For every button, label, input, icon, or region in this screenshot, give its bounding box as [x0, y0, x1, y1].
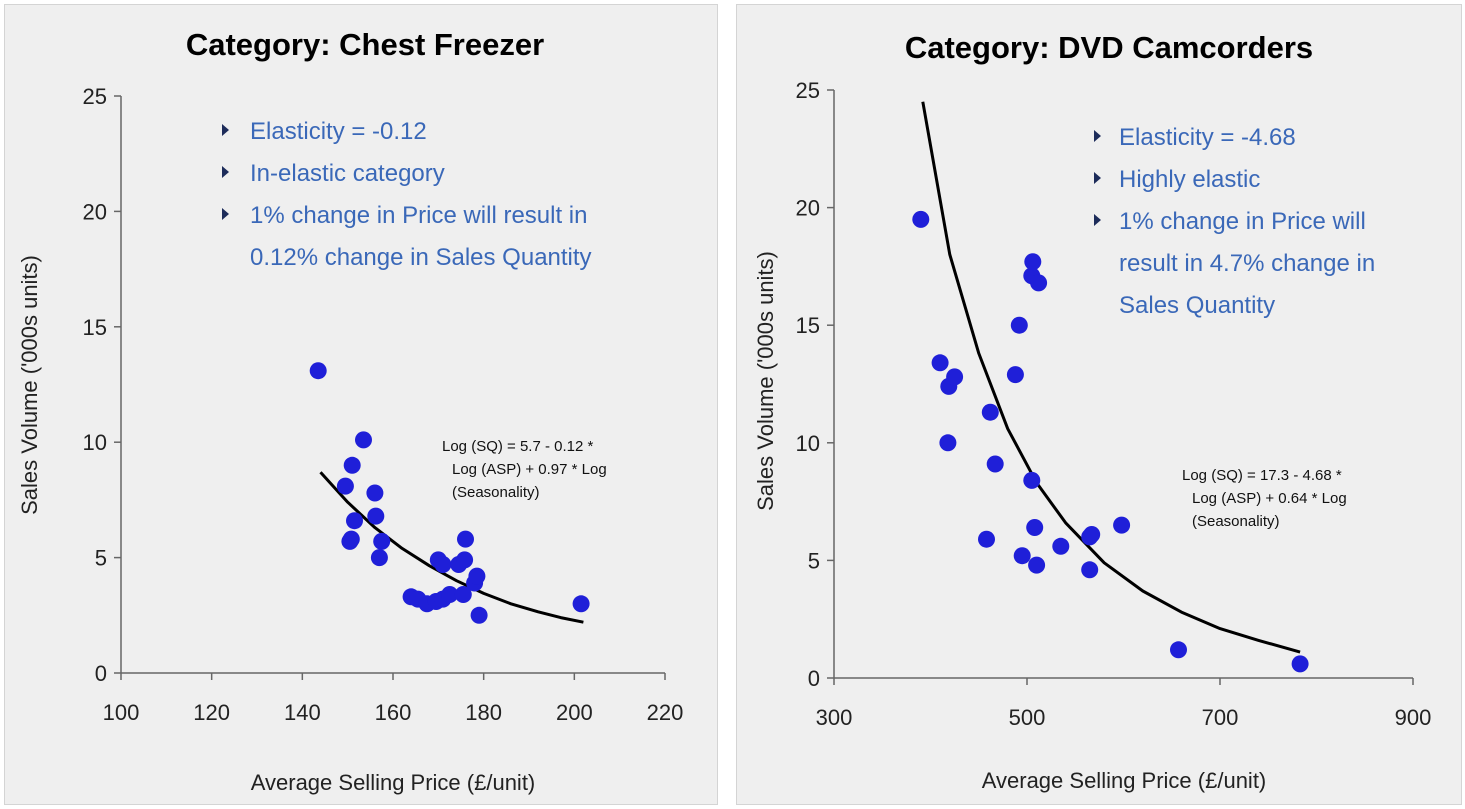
- dvd-camcorders-data-point: [1170, 641, 1187, 659]
- dvd-camcorders-bullet-text: result in 4.7% change in: [1119, 250, 1375, 277]
- chest-freezer-y-tick-label: 20: [83, 199, 107, 224]
- dvd-camcorders-data-point: [1030, 274, 1048, 292]
- chest-freezer-x-tick-label: 180: [465, 700, 502, 725]
- chest-freezer-y-tick-label: 15: [83, 315, 107, 340]
- dvd-camcorders-x-tick-label: 500: [1009, 705, 1046, 730]
- chest-freezer-data-point: [366, 484, 384, 502]
- chest-freezer-x-tick-label: 220: [647, 700, 684, 725]
- dvd-camcorders-data-point: [978, 530, 995, 548]
- dvd-camcorders-data-point: [1028, 556, 1046, 574]
- dvd-camcorders-equation-line: Log (SQ) = 17.3 - 4.68 *: [1182, 467, 1342, 484]
- dvd-camcorders-bullet-text: Elasticity = -4.68: [1119, 124, 1296, 151]
- dvd-camcorders-bullet-text: 1% change in Price will: [1119, 208, 1366, 235]
- chest-freezer-equation-line: (Seasonality): [452, 484, 540, 501]
- chest-freezer-title: Category: Chest Freezer: [186, 27, 544, 62]
- dvd-camcorders-equation-line: Log (ASP) + 0.64 * Log: [1192, 490, 1347, 507]
- chest-freezer-bullet-text: In-elastic category: [250, 160, 445, 187]
- dvd-camcorders-data-point: [946, 368, 964, 386]
- dvd-camcorders-title: Category: DVD Camcorders: [905, 30, 1313, 65]
- chest-freezer-x-tick-label: 100: [103, 700, 140, 725]
- dvd-camcorders-y-axis-title: Sales Volume ('000s units): [753, 251, 778, 511]
- chest-freezer-data-point: [470, 606, 488, 624]
- dvd-camcorders-data-point: [986, 455, 1004, 473]
- dvd-camcorders-data-point: [939, 434, 957, 452]
- dvd-camcorders-data-point: [1083, 526, 1101, 543]
- dvd-camcorders-data-point: [1006, 366, 1024, 384]
- dvd-camcorders-data-point: [1026, 519, 1044, 536]
- dvd-camcorders-data-point: [912, 210, 930, 228]
- triangle-bullet-icon: [1094, 214, 1101, 226]
- chest-freezer-bullet-text: 1% change in Price will result in: [250, 202, 588, 229]
- chest-freezer-data-point: [456, 551, 474, 569]
- chest-freezer-x-tick-label: 140: [284, 700, 321, 725]
- chest-freezer-data-point: [457, 530, 474, 548]
- chest-freezer-equation-line: Log (ASP) + 0.97 * Log: [452, 461, 607, 478]
- chest-freezer-x-axis-title: Average Selling Price (£/unit): [251, 770, 536, 795]
- chest-freezer-data-point: [343, 456, 361, 474]
- chest-freezer-data-point: [346, 512, 363, 530]
- dvd-camcorders-chart: Category: DVD Camcorders 0 5 10 15 20 25 300 500…: [753, 30, 1432, 793]
- chest-freezer-y-tick-label: 0: [95, 661, 107, 686]
- dvd-camcorders-data-point: [1013, 547, 1031, 565]
- dvd-camcorders-bullet-text: Sales Quantity: [1119, 292, 1275, 319]
- dvd-camcorders-data-point: [1113, 516, 1131, 534]
- chest-freezer-x-tick-label: 120: [193, 700, 230, 725]
- dvd-camcorders-data-point: [931, 354, 949, 372]
- triangle-bullet-icon: [222, 208, 229, 220]
- chest-freezer-data-point: [373, 532, 391, 550]
- dvd-camcorders-x-tick-label: 300: [816, 705, 853, 730]
- chest-freezer-x-tick-label: 160: [375, 700, 412, 725]
- dvd-camcorders-data-point: [1291, 655, 1309, 673]
- dvd-camcorders-data-point: [1024, 253, 1042, 271]
- triangle-bullet-icon: [1094, 172, 1101, 184]
- chest-freezer-data-point: [434, 556, 452, 573]
- dvd-camcorders-x-axis-title: Average Selling Price (£/unit): [982, 768, 1267, 793]
- chest-freezer-data-point: [309, 362, 327, 380]
- dvd-camcorders-data-point: [1023, 471, 1041, 489]
- chest-freezer-data-point: [355, 431, 372, 449]
- dvd-camcorders-bullet-text: Highly elastic: [1119, 166, 1260, 193]
- chest-freezer-data-point: [454, 586, 472, 603]
- dvd-camcorders-y-tick-label: 25: [796, 78, 820, 103]
- triangle-bullet-icon: [222, 166, 229, 178]
- chest-freezer-data-point: [572, 595, 590, 613]
- chest-freezer-x-tick-label: 200: [556, 700, 593, 725]
- dvd-camcorders-x-tick-label: 700: [1202, 705, 1239, 730]
- dvd-camcorders-y-tick-label: 10: [796, 431, 820, 456]
- dvd-camcorders-y-tick-label: 0: [808, 666, 820, 691]
- chart-panel-chest-freezer: Category: Chest Freezer 0 5 10 15 20 25 100 120 1…: [4, 4, 718, 805]
- chart-panel-dvd-camcorders: Category: DVD Camcorders 0 5 10 15 20 25 300 500…: [736, 4, 1462, 805]
- chest-freezer-fit-curve: [319, 471, 584, 624]
- chest-freezer-y-tick-label: 10: [83, 430, 107, 455]
- dvd-camcorders-x-tick-label: 900: [1395, 705, 1432, 730]
- chest-freezer-equation-line: Log (SQ) = 5.7 - 0.12 *: [442, 438, 593, 455]
- dvd-camcorders-data-point: [1052, 537, 1070, 555]
- chest-freezer-data-point: [370, 549, 388, 567]
- triangle-bullet-icon: [222, 124, 229, 136]
- chest-freezer-y-tick-label: 25: [83, 84, 107, 109]
- chest-freezer-chart: Category: Chest Freezer 0 5 10 15 20 25 100 120 1…: [17, 27, 684, 795]
- chest-freezer-bullet-text: Elasticity = -0.12: [250, 118, 427, 145]
- chest-freezer-data-point: [441, 586, 459, 603]
- dvd-camcorders-y-tick-label: 20: [796, 196, 820, 221]
- chest-freezer-data-point: [468, 567, 486, 585]
- chest-freezer-bullet-text: 0.12% change in Sales Quantity: [250, 244, 592, 271]
- dvd-camcorders-data-point: [981, 403, 999, 421]
- chest-freezer-data-point: [367, 507, 385, 525]
- chest-freezer-y-axis-title: Sales Volume ('000s units): [17, 255, 42, 515]
- dvd-camcorders-equation-line: (Seasonality): [1192, 513, 1280, 530]
- dvd-camcorders-y-tick-label: 5: [808, 548, 820, 573]
- chest-freezer-data-point: [342, 530, 360, 548]
- dvd-camcorders-y-tick-label: 15: [796, 313, 820, 338]
- chest-freezer-y-tick-label: 5: [95, 546, 107, 571]
- triangle-bullet-icon: [1094, 130, 1101, 142]
- chest-freezer-data-point: [336, 477, 354, 495]
- dvd-camcorders-data-point: [1010, 316, 1028, 334]
- dvd-camcorders-data-point: [1081, 561, 1099, 579]
